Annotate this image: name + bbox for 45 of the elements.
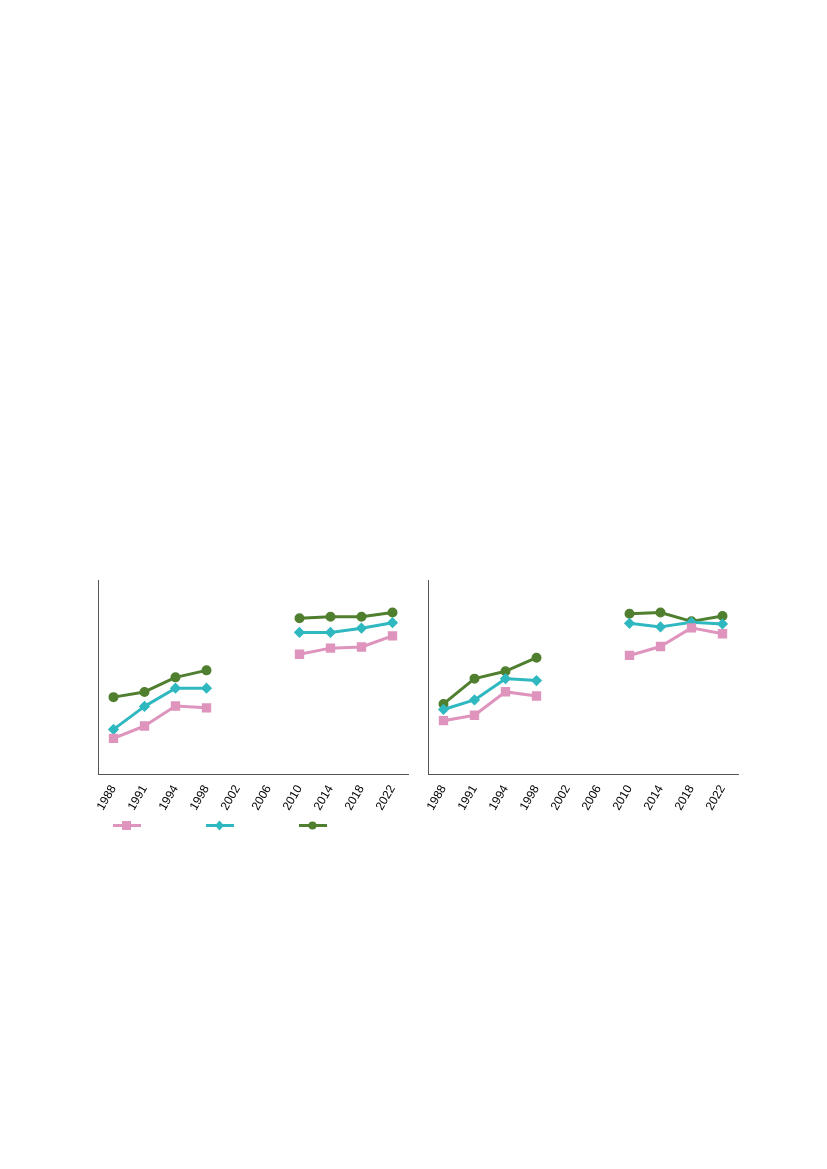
point [624,608,635,619]
point [294,613,305,624]
point [201,703,212,713]
point [469,694,480,705]
point [108,692,119,703]
point [325,611,336,622]
point [624,650,635,661]
point [438,704,449,715]
point [387,607,398,618]
point [139,721,150,731]
point [655,641,666,652]
point [469,710,480,720]
point [294,649,305,659]
point [170,672,181,683]
point [500,666,511,677]
point [438,715,449,726]
point [655,621,666,632]
point [356,623,367,634]
point [170,683,181,694]
point [469,673,480,684]
point [325,627,336,638]
point [500,673,511,684]
point [294,627,305,638]
point [170,701,181,711]
point [717,618,728,629]
point [531,652,542,663]
point [201,665,212,676]
point [500,687,511,697]
point [531,691,542,701]
point [201,683,212,694]
point [139,686,150,697]
point [717,611,728,622]
point [108,733,119,744]
point [387,631,398,641]
point [531,675,542,686]
point [624,618,635,629]
point [108,724,119,735]
point [387,617,398,628]
point [356,611,367,622]
point [325,643,336,653]
point [655,607,666,618]
point [686,623,697,633]
point [717,629,728,639]
point [139,701,150,712]
point [356,642,367,652]
